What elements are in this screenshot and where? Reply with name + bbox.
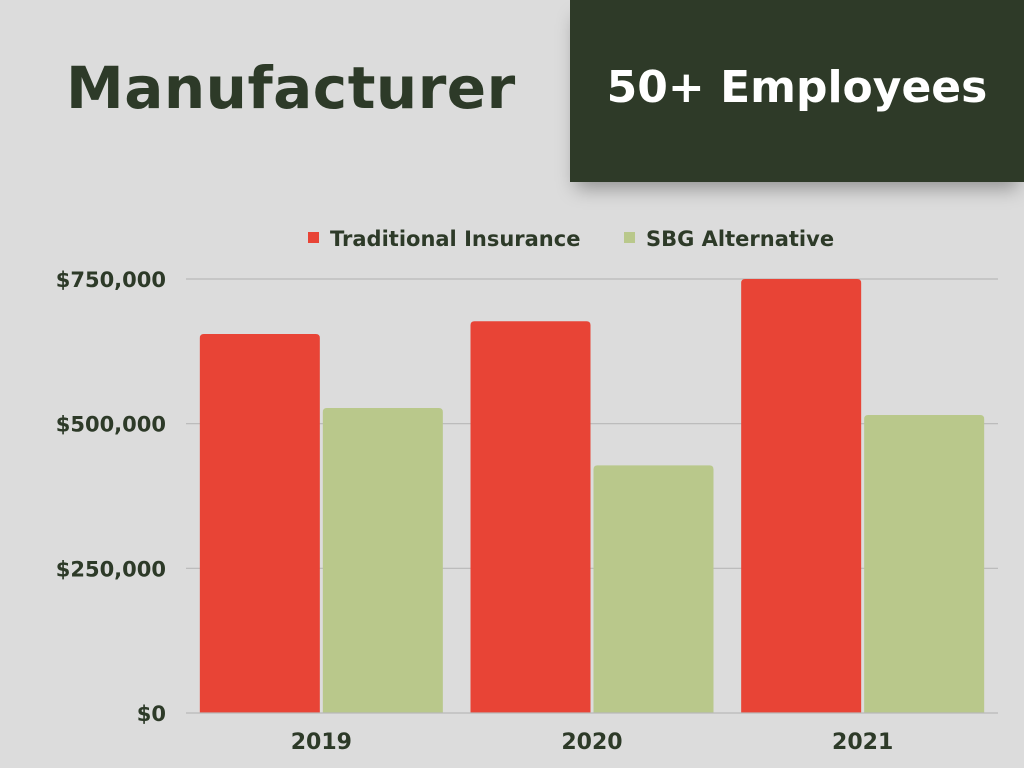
legend-swatch (308, 232, 319, 243)
page-title: Manufacturer (66, 54, 516, 122)
y-tick-label: $250,000 (56, 557, 166, 581)
x-tick-label: 2020 (561, 730, 622, 755)
employee-count-label: 50+ Employees (606, 62, 988, 113)
legend-label: SBG Alternative (646, 227, 834, 251)
bar-sbg-alternative-2019 (322, 408, 443, 713)
x-tick-label: 2021 (832, 730, 893, 755)
bar-traditional-insurance-2020 (470, 321, 591, 713)
bar-sbg-alternative-2020 (593, 465, 714, 713)
employee-count-banner: 50+ Employees (570, 0, 1024, 182)
y-tick-label: $750,000 (56, 268, 166, 292)
legend-swatch (624, 232, 635, 243)
y-tick-label: $500,000 (56, 413, 166, 437)
legend-label: Traditional Insurance (330, 227, 580, 251)
x-tick-label: 2019 (291, 730, 352, 755)
y-tick-label: $0 (137, 702, 166, 726)
bar-sbg-alternative-2021 (864, 414, 985, 713)
bar-traditional-insurance-2021 (741, 279, 862, 713)
bar-traditional-insurance-2019 (199, 333, 320, 713)
